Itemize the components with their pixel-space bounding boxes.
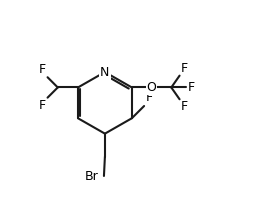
- Text: O: O: [146, 81, 156, 94]
- Text: F: F: [188, 81, 195, 94]
- Text: F: F: [146, 91, 153, 104]
- Text: F: F: [39, 99, 46, 112]
- Text: Br: Br: [84, 170, 98, 183]
- Text: F: F: [39, 63, 46, 76]
- Text: F: F: [181, 62, 188, 75]
- Text: F: F: [181, 100, 188, 113]
- Text: N: N: [100, 66, 110, 79]
